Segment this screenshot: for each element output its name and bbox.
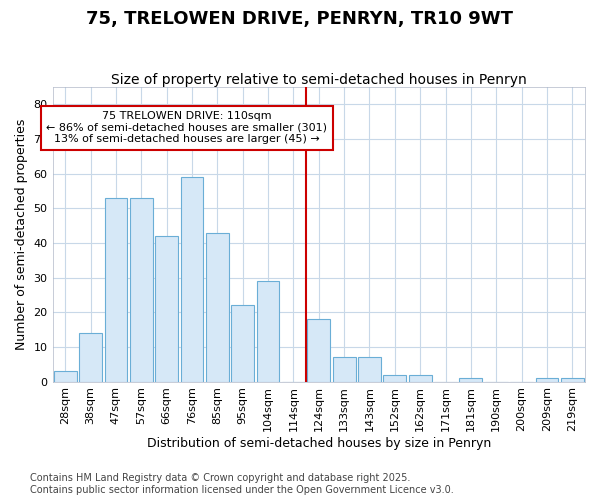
Bar	[307, 319, 330, 382]
Title: Size of property relative to semi-detached houses in Penryn: Size of property relative to semi-detach…	[111, 73, 527, 87]
Bar	[561, 378, 584, 382]
Bar	[409, 374, 431, 382]
Bar	[333, 358, 356, 382]
Text: Contains HM Land Registry data © Crown copyright and database right 2025.
Contai: Contains HM Land Registry data © Crown c…	[30, 474, 454, 495]
X-axis label: Distribution of semi-detached houses by size in Penryn: Distribution of semi-detached houses by …	[146, 437, 491, 450]
Bar	[383, 374, 406, 382]
Bar	[460, 378, 482, 382]
Bar	[54, 371, 77, 382]
Text: 75 TRELOWEN DRIVE: 110sqm
← 86% of semi-detached houses are smaller (301)
13% of: 75 TRELOWEN DRIVE: 110sqm ← 86% of semi-…	[46, 112, 328, 144]
Bar	[257, 281, 280, 382]
Bar	[181, 177, 203, 382]
Bar	[79, 333, 102, 382]
Bar	[536, 378, 559, 382]
Bar	[104, 198, 127, 382]
Bar	[231, 306, 254, 382]
Text: 75, TRELOWEN DRIVE, PENRYN, TR10 9WT: 75, TRELOWEN DRIVE, PENRYN, TR10 9WT	[86, 10, 514, 28]
Y-axis label: Number of semi-detached properties: Number of semi-detached properties	[15, 118, 28, 350]
Bar	[130, 198, 152, 382]
Bar	[358, 358, 381, 382]
Bar	[155, 236, 178, 382]
Bar	[206, 232, 229, 382]
